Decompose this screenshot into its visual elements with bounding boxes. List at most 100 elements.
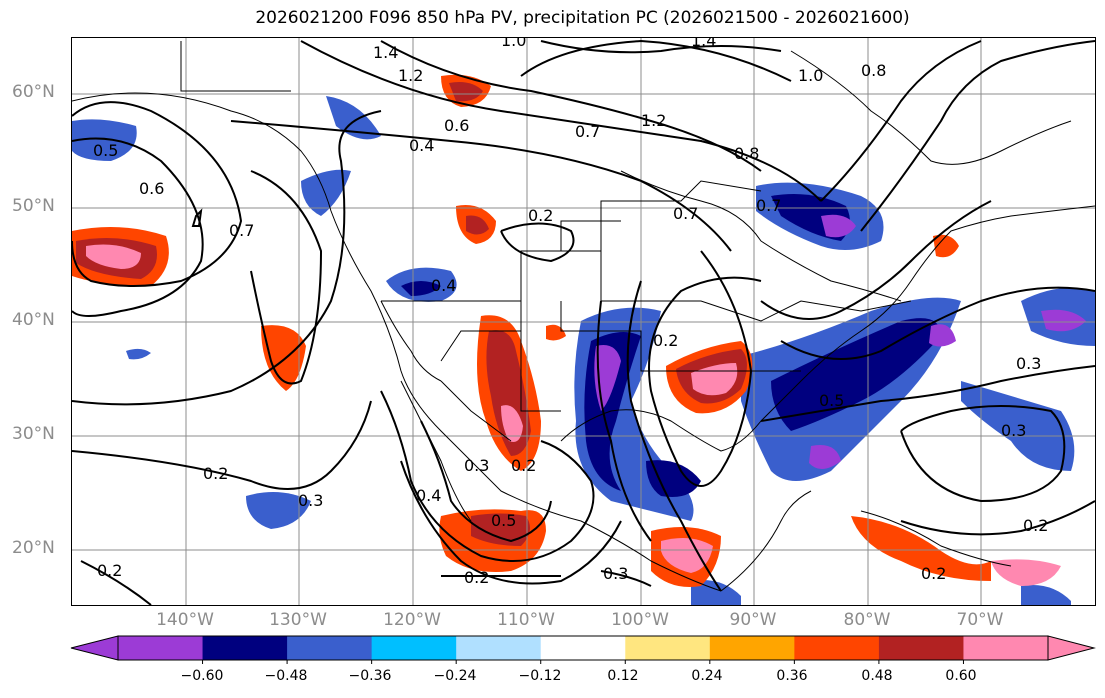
precip-blob xyxy=(72,119,137,161)
colorbar-segment xyxy=(625,636,711,660)
colorbar-segment xyxy=(371,636,457,660)
contour-label: 0.3 xyxy=(464,456,489,475)
colorbar-segment xyxy=(878,636,964,660)
colorbar-segment xyxy=(118,636,204,660)
lon-label-110w: 110°W xyxy=(497,610,555,630)
contour-label: 0.7 xyxy=(673,204,698,223)
precip-blob xyxy=(933,234,959,258)
contour-label: 1.4 xyxy=(373,43,398,62)
contour-label: 0.2 xyxy=(653,331,678,350)
colorbar-tick-label: −0.48 xyxy=(264,668,308,684)
precip-negative-shading xyxy=(72,96,1095,605)
colorbar-segment xyxy=(456,636,542,660)
precip-blob xyxy=(326,96,381,140)
pv-contours xyxy=(72,39,1095,605)
precip-blob xyxy=(401,281,441,296)
lat-label-40n: 40°N xyxy=(12,310,55,330)
map-plot-area: 1.0 1.4 1.2 1.4 0.6 0.4 1.2 0.7 1.0 0.8 … xyxy=(71,37,1096,606)
colorbar-segment xyxy=(794,636,880,660)
lat-label-60n: 60°N xyxy=(12,82,55,102)
coastlines xyxy=(72,41,1095,592)
contour-label: 0.6 xyxy=(444,116,469,135)
contour-label: 0.8 xyxy=(734,144,759,163)
colorbar-extend-high xyxy=(1047,635,1096,661)
precip-blob xyxy=(646,460,701,497)
precip-blob xyxy=(929,324,956,347)
colorbar-tick-label: 0.36 xyxy=(776,668,808,684)
contour-label: 0.3 xyxy=(603,564,628,583)
contour-label: 0.2 xyxy=(528,206,553,225)
lon-label-100w: 100°W xyxy=(611,610,669,630)
contour-label: 0.6 xyxy=(139,179,164,198)
precip-blob xyxy=(991,559,1061,586)
lat-label-30n: 30°N xyxy=(12,424,55,444)
contour-label: 0.2 xyxy=(1023,516,1048,535)
colorbar-segment xyxy=(709,636,795,660)
contour-label: 0.4 xyxy=(409,136,434,155)
contour-label: 0.3 xyxy=(1001,421,1026,440)
precip-blob xyxy=(246,492,311,529)
precip-blob xyxy=(1021,585,1071,605)
contour-label: 0.4 xyxy=(431,276,456,295)
contour-labels: 1.0 1.4 1.2 1.4 0.6 0.4 1.2 0.7 1.0 0.8 … xyxy=(93,38,1048,587)
contour-label: 0.4 xyxy=(416,486,441,505)
lon-label-70w: 70°W xyxy=(956,610,1004,630)
colorbar-segment xyxy=(540,636,626,660)
colorbar-tick-label: −0.24 xyxy=(433,668,477,684)
precip-blob xyxy=(126,348,151,360)
contour-label: 0.5 xyxy=(93,141,118,160)
contour-label: 1.4 xyxy=(691,38,716,50)
colorbar-segment xyxy=(202,636,288,660)
contour-label: 0.2 xyxy=(203,464,228,483)
precip-positive-shading xyxy=(72,74,1061,587)
colorbar-tick-label: 0.24 xyxy=(691,668,723,684)
contour-label: 0.8 xyxy=(861,61,886,80)
precip-blob xyxy=(821,214,856,238)
contour-label: 0.3 xyxy=(298,491,323,510)
contour-label: 1.2 xyxy=(641,111,666,130)
precip-blob xyxy=(851,516,991,581)
precip-blob xyxy=(449,82,483,102)
colorbar-segment xyxy=(287,636,373,660)
contour-label: 1.0 xyxy=(501,38,526,50)
contour-label: 0.7 xyxy=(575,122,600,141)
lon-label-140w: 140°W xyxy=(156,610,214,630)
contour-label: 0.5 xyxy=(491,511,516,530)
lat-label-50n: 50°N xyxy=(12,196,55,216)
colorbar-segments xyxy=(117,635,1049,661)
precip-blob xyxy=(691,580,741,605)
lat-label-20n: 20°N xyxy=(12,538,55,558)
graticule xyxy=(72,38,1095,605)
contour-label: 0.7 xyxy=(229,221,254,240)
precip-blob xyxy=(771,318,941,431)
precip-blob xyxy=(261,325,306,391)
contour-label: 0.3 xyxy=(1016,354,1041,373)
precip-blob xyxy=(961,381,1075,471)
contour-label: 0.2 xyxy=(97,561,122,580)
contour-label: 0.2 xyxy=(921,564,946,583)
lon-label-130w: 130°W xyxy=(269,610,327,630)
colorbar-tick-label: −0.60 xyxy=(180,668,224,684)
precip-blob xyxy=(809,445,841,470)
precip-blob xyxy=(1041,309,1086,332)
precip-blob xyxy=(546,324,566,341)
colorbar-tick-label: −0.36 xyxy=(348,668,392,684)
colorbar xyxy=(70,635,1096,664)
contour-label: 0.5 xyxy=(819,391,844,410)
colorbar-ticks xyxy=(202,660,964,664)
map-canvas: 1.0 1.4 1.2 1.4 0.6 0.4 1.2 0.7 1.0 0.8 … xyxy=(72,38,1095,605)
colorbar-extend-low xyxy=(70,635,119,661)
colorbar-tick-label: 0.12 xyxy=(607,668,639,684)
precip-blob xyxy=(466,215,489,235)
precip-blob xyxy=(661,537,713,573)
precip-blob xyxy=(301,169,351,216)
lon-label-80w: 80°W xyxy=(843,610,891,630)
contour-label: 0.2 xyxy=(511,456,536,475)
colorbar-tick-label: 0.60 xyxy=(945,668,977,684)
map-title: 2026021200 F096 850 hPa PV, precipitatio… xyxy=(255,8,910,28)
lon-label-90w: 90°W xyxy=(729,610,777,630)
contour-label: 0.2 xyxy=(464,568,489,587)
colorbar-tick-label: −0.12 xyxy=(518,668,562,684)
precip-blob xyxy=(471,513,530,546)
colorbar-tick-label: 0.48 xyxy=(861,668,893,684)
